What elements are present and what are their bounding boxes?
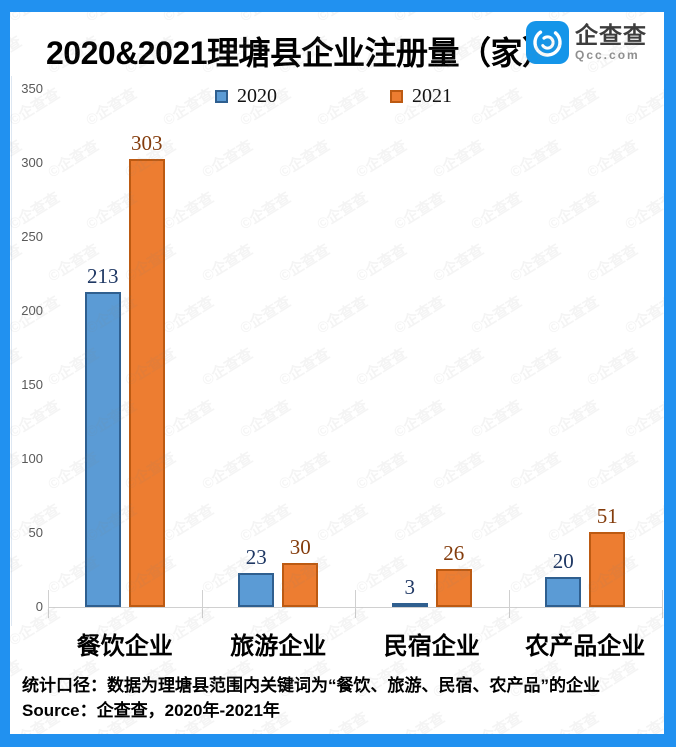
y-axis-tick-label: 350	[21, 81, 43, 96]
legend-label-2020: 2020	[237, 85, 277, 107]
legend-item-2020: 2020	[215, 85, 277, 108]
qcc-logo-icon	[526, 21, 569, 64]
chart-left-edge	[11, 76, 12, 626]
legend-label-2021: 2021	[412, 85, 452, 107]
x-axis-tick	[48, 590, 49, 618]
y-axis-tick-label: 250	[21, 229, 43, 244]
legend-swatch-2020	[215, 90, 228, 103]
qcc-logo: 企查查 Qcc.com	[526, 21, 647, 64]
category-label-餐饮企业: 餐饮企业	[76, 633, 173, 660]
y-axis-tick-label: 100	[21, 451, 43, 466]
page-title: 2020&2021理塘县企业注册量（家）	[46, 35, 554, 71]
bar-value-label-2020-餐饮企业: 213	[87, 263, 119, 288]
legend-item-2021: 2021	[390, 85, 452, 108]
bar-value-label-2020-农产品企业: 20	[552, 549, 574, 574]
bar-2021-旅游企业	[282, 562, 319, 607]
bar-value-label-2021-农产品企业: 51	[596, 503, 618, 528]
bar-value-label-2021-旅游企业: 30	[289, 534, 311, 559]
qcc-logo-text: 企查查 Qcc.com	[575, 22, 647, 63]
bar-value-label-2021-餐饮企业: 303	[131, 130, 163, 155]
bar-value-label-2021-民宿企业: 26	[443, 540, 465, 565]
qcc-logo-name: 企查查	[575, 22, 647, 48]
bar-2020-民宿企业	[391, 602, 428, 607]
x-axis-tick	[355, 590, 356, 618]
bar-2021-餐饮企业	[128, 158, 165, 607]
x-axis-tick	[202, 590, 203, 618]
qcc-logo-domain: Qcc.com	[575, 48, 640, 62]
bar-2021-农产品企业	[589, 531, 626, 607]
y-axis-tick-label: 0	[35, 599, 43, 614]
y-axis-tick-label: 50	[28, 525, 43, 540]
bar-2020-农产品企业	[545, 577, 582, 607]
footer-note: 统计口径：数据为理塘县范围内关键词为“餐饮、旅游、民宿、农产品”的企业 Sour…	[22, 673, 600, 723]
bar-2020-旅游企业	[238, 572, 275, 607]
y-axis-tick-label: 300	[21, 155, 43, 170]
legend-swatch-2021	[390, 90, 403, 103]
x-axis-tick	[509, 590, 510, 618]
x-axis-tick	[662, 590, 663, 618]
footer-source: Source：企查查，2020年-2021年	[22, 701, 280, 720]
category-label-农产品企业: 农产品企业	[525, 633, 646, 660]
bar-chart-plot: 0 50 100 150 200 250 300 350 213 23 3 20 303 30 26 51 餐饮…	[10, 12, 664, 734]
bar-2020-餐饮企业	[84, 291, 121, 607]
footer-statistics-caliber: 统计口径：数据为理塘县范围内关键词为“餐饮、旅游、民宿、农产品”的企业	[22, 676, 600, 695]
y-axis-tick-label: 200	[21, 303, 43, 318]
category-label-民宿企业: 民宿企业	[383, 633, 480, 660]
y-axis-tick-label: 150	[21, 377, 43, 392]
chart-canvas: 2020&2021理塘县企业注册量（家） 企查查 Qcc.com 2020	[10, 12, 664, 734]
bar-value-label-2020-旅游企业: 23	[245, 544, 267, 569]
bar-2021-民宿企业	[435, 568, 472, 607]
category-label-旅游企业: 旅游企业	[230, 633, 327, 660]
bar-value-label-2020-民宿企业: 3	[404, 574, 416, 599]
